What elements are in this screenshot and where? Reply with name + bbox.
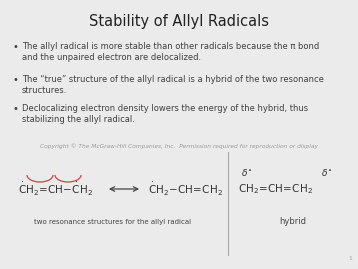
Text: $\delta^{\bullet}$: $\delta^{\bullet}$ <box>241 168 252 179</box>
Text: $\dot{\rm C}$H$_2\!=\!$CH$\!-\!\dot{\rm C}$H$_2$: $\dot{\rm C}$H$_2\!=\!$CH$\!-\!\dot{\rm … <box>18 180 93 197</box>
Text: hybrid: hybrid <box>280 218 306 226</box>
Text: The allyl radical is more stable than other radicals because the π bond
and the : The allyl radical is more stable than ot… <box>22 42 319 62</box>
Text: The “true” structure of the allyl radical is a hybrid of the two resonance
struc: The “true” structure of the allyl radica… <box>22 75 324 95</box>
Text: $\delta^{\bullet}$: $\delta^{\bullet}$ <box>321 168 332 179</box>
Text: two resonance structures for the allyl radical: two resonance structures for the allyl r… <box>34 219 192 225</box>
Text: •: • <box>12 75 18 85</box>
Text: Stability of Allyl Radicals: Stability of Allyl Radicals <box>89 14 269 29</box>
Text: $\dot{\rm C}$H$_2\!-\!$CH$\!=\!$CH$_2$: $\dot{\rm C}$H$_2\!-\!$CH$\!=\!$CH$_2$ <box>148 180 223 197</box>
Text: Copyright © The McGraw-Hill Companies, Inc.  Permission required for reproductio: Copyright © The McGraw-Hill Companies, I… <box>40 143 318 149</box>
Text: •: • <box>12 104 18 114</box>
Text: •: • <box>12 42 18 52</box>
Text: Declocalizing electron density lowers the energy of the hybrid, thus
stabilizing: Declocalizing electron density lowers th… <box>22 104 308 125</box>
Text: 1: 1 <box>348 256 352 261</box>
Text: CH$_2\!=\!$CH$\!=\!$CH$_2$: CH$_2\!=\!$CH$\!=\!$CH$_2$ <box>238 182 313 196</box>
